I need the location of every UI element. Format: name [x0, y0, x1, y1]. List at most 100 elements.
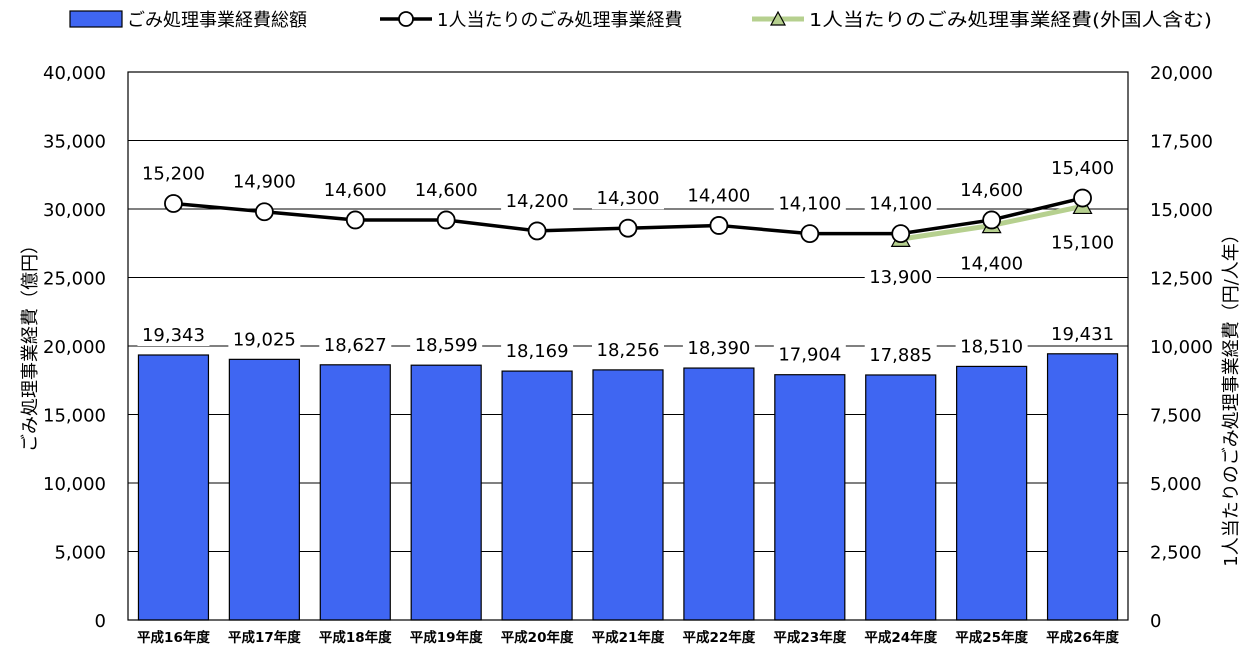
- line-point-circle: [982, 210, 1002, 230]
- label-bg: [773, 343, 846, 366]
- bar-value-label: 18,599: [415, 335, 478, 356]
- left-axis-tick-label: 25,000: [43, 269, 106, 290]
- legend-label-line-foreign: 1人当たりのごみ処理事業経費(外国人含む): [809, 10, 1212, 31]
- left-axis-tick-label: 35,000: [43, 132, 106, 153]
- line-value-label: 14,600: [415, 180, 478, 201]
- bar: [1046, 353, 1119, 621]
- line-point-circle: [1073, 188, 1092, 208]
- right-axis-title: 1人当たりのごみ処理事業経費（円/人年）: [1221, 225, 1242, 567]
- label-bg: [410, 178, 483, 201]
- line-value-label-foreign: 13,900: [869, 267, 932, 288]
- x-axis-tick-label: 平成20年度: [501, 629, 574, 646]
- line-value-label: 14,100: [778, 194, 841, 215]
- bar-value-label: 18,627: [324, 335, 387, 356]
- bar: [592, 369, 664, 621]
- x-axis-tick-label: 平成17年度: [228, 629, 301, 646]
- line-point-circle: [164, 194, 183, 213]
- line-point-circle: [254, 202, 274, 222]
- legend: ごみ処理事業経費総額 1人当たりのごみ処理事業経費 1人当たりのごみ処理事業経費(外…: [69, 10, 1212, 31]
- legend-swatch-bar: [69, 10, 123, 28]
- line-point-circle: [618, 218, 638, 238]
- right-axis-tick-label: 5,000: [1150, 474, 1202, 495]
- legend-marker-triangle: [769, 10, 787, 26]
- label-bg: [137, 162, 210, 185]
- line-value-label: 14,600: [960, 180, 1023, 201]
- label-bg: [228, 170, 301, 193]
- label-bg: [319, 178, 392, 201]
- right-axis-tick-label: 20,000: [1150, 63, 1213, 84]
- line-point-circle: [800, 224, 820, 244]
- left-axis-tick-label: 20,000: [43, 337, 106, 358]
- x-axis-tick-label: 平成22年度: [683, 629, 756, 646]
- bar: [410, 364, 482, 621]
- bar: [319, 364, 391, 621]
- right-axis-tick-label: 0: [1150, 611, 1161, 632]
- plot-border: [127, 71, 1129, 621]
- line-value-label: 14,100: [869, 194, 932, 215]
- label-bg: [592, 187, 664, 210]
- bar: [865, 374, 937, 621]
- left-axis-tick-label: 5,000: [54, 543, 106, 564]
- right-axis-tick-label: 2,500: [1150, 543, 1202, 564]
- left-axis-tick-label: 0: [95, 611, 106, 632]
- x-axis-tick-label: 平成24年度: [864, 629, 937, 646]
- label-bg: [410, 334, 483, 357]
- right-axis-tick-label: 17,500: [1150, 132, 1213, 153]
- label-bg: [1046, 231, 1119, 254]
- x-axis-tick-label: 平成26年度: [1046, 629, 1119, 646]
- label-bg: [682, 184, 755, 207]
- bar-series: [137, 353, 1119, 621]
- left-axis-tick-label: 15,000: [43, 406, 106, 427]
- line-value-label-foreign: 14,400: [960, 253, 1023, 274]
- line-value-label: 14,600: [324, 180, 387, 201]
- line-value-label: 14,200: [506, 191, 569, 212]
- line-point-circle: [345, 210, 365, 230]
- line-value-label: 14,300: [597, 188, 660, 209]
- bar: [956, 365, 1028, 621]
- line-point-circle: [436, 210, 456, 230]
- label-bg: [501, 189, 574, 212]
- bar-value-label: 19,025: [233, 329, 296, 350]
- bar-value-label: 18,169: [506, 341, 569, 362]
- line-value-label-foreign: 15,100: [1051, 232, 1114, 253]
- x-axis-tick-label: 平成16年度: [137, 629, 210, 646]
- left-axis-tick-label: 40,000: [43, 63, 106, 84]
- x-axis-tick-label: 平成19年度: [410, 629, 483, 646]
- legend-label-line: 1人当たりのごみ処理事業経費: [437, 10, 682, 31]
- line-point-circle: [709, 216, 729, 235]
- bar-value-label: 18,390: [687, 338, 750, 359]
- x-axis-tick-label: 平成21年度: [592, 629, 665, 646]
- bar: [501, 370, 573, 621]
- label-bg: [864, 266, 937, 289]
- right-axis-tick-label: 15,000: [1150, 200, 1213, 221]
- line-series-per-capita: [164, 188, 1092, 244]
- plot-frame: [127, 71, 1129, 621]
- label-bg: [1046, 322, 1119, 345]
- label-bg: [592, 338, 664, 361]
- bar-value-label: 17,904: [778, 345, 841, 366]
- label-bg: [864, 343, 937, 366]
- x-axis-tick-label: 平成25年度: [955, 629, 1028, 646]
- left-axis-title: ごみ処理事業経費（億円）: [20, 236, 41, 452]
- data-labels: 19,343 19,025 18,627 18,599 18,169 18,256 18,3…: [137, 157, 1119, 366]
- label-bg: [682, 337, 755, 360]
- label-bg: [501, 340, 574, 363]
- right-axis-tick-label: 10,000: [1150, 337, 1213, 358]
- line-point-circle: [891, 224, 911, 244]
- legend-marker-circle: [398, 11, 414, 27]
- line-value-label: 14,900: [233, 172, 296, 193]
- label-bg: [228, 328, 301, 351]
- line-point-circle: [527, 221, 547, 241]
- axes: 0 5,000 10,000 15,000 20,000 25,000 30,000 35,0…: [20, 63, 1242, 646]
- line-value-label: 15,200: [142, 164, 205, 185]
- line-value-label: 15,400: [1051, 158, 1114, 179]
- label-bg: [955, 178, 1028, 201]
- bar: [774, 374, 846, 621]
- bar-value-label: 17,885: [869, 345, 932, 366]
- label-bg: [955, 252, 1028, 275]
- x-axis-tick-label: 平成18年度: [319, 629, 392, 646]
- x-axis-tick-label: 平成23年度: [773, 629, 846, 646]
- bar-value-label: 18,256: [597, 340, 660, 361]
- left-axis-tick-label: 10,000: [43, 474, 106, 495]
